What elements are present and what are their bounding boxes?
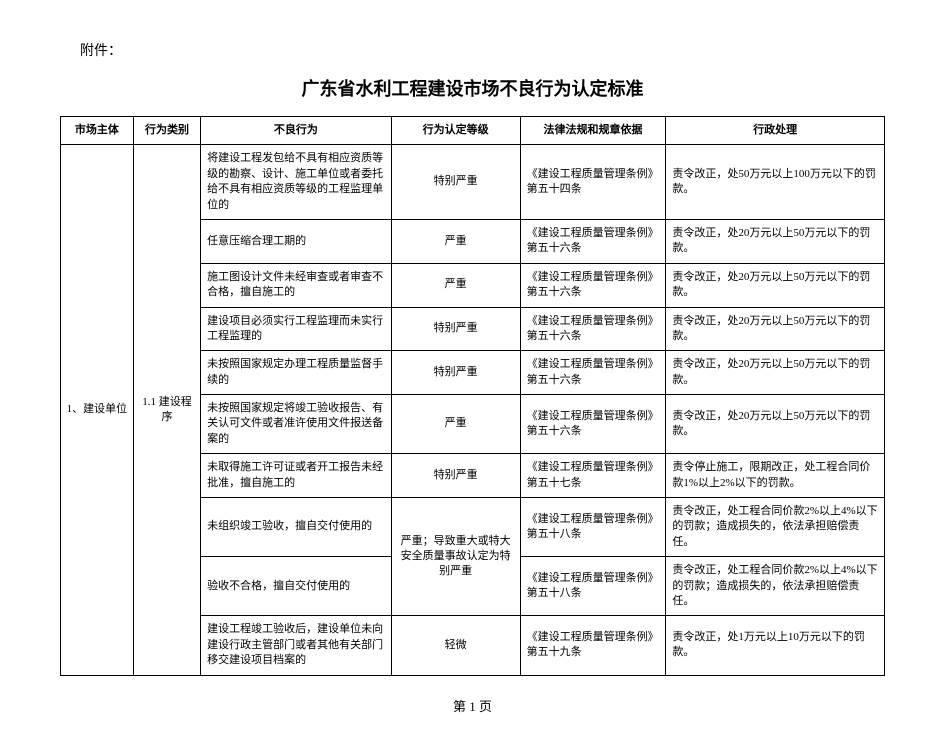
cell-behavior: 未取得施工许可证或者开工报告未经批准，擅自施工的 <box>201 454 392 498</box>
cell-penalty: 责令改正，处工程合同价款2%以上4%以下的罚款；造成损失的，依法承担赔偿责任。 <box>666 498 885 557</box>
cell-level: 特别严重 <box>391 351 520 395</box>
cell-penalty: 责令改正，处20万元以上50万元以下的罚款。 <box>666 263 885 307</box>
cell-behavior: 未按照国家规定将竣工验收报告、有关认可文件或者准许使用文件报送备案的 <box>201 395 392 454</box>
cell-behavior: 未按照国家规定办理工程质量监督手续的 <box>201 351 392 395</box>
cell-behavior: 施工图设计文件未经审查或者审查不合格，擅自施工的 <box>201 263 392 307</box>
header-basis: 法律法规和规章依据 <box>520 117 666 145</box>
cell-level: 特别严重 <box>391 307 520 351</box>
cell-behavior: 将建设工程发包给不具有相应资质等级的勘察、设计、施工单位或者委托给不具有相应资质… <box>201 145 392 220</box>
cell-level: 特别严重 <box>391 454 520 498</box>
cell-basis: 《建设工程质量管理条例》第五十四条 <box>520 145 666 220</box>
cell-behavior: 未组织竣工验收，擅自交付使用的 <box>201 498 392 557</box>
table-body: 1、建设单位 1.1 建设程序 将建设工程发包给不具有相应资质等级的勘察、设计、… <box>61 145 885 675</box>
standards-table: 市场主体 行为类别 不良行为 行为认定等级 法律法规和规章依据 行政处理 1、建… <box>60 116 885 676</box>
cell-basis: 《建设工程质量管理条例》第五十六条 <box>520 307 666 351</box>
cell-level: 特别严重 <box>391 145 520 220</box>
cell-basis: 《建设工程质量管理条例》第五十六条 <box>520 219 666 263</box>
table-header-row: 市场主体 行为类别 不良行为 行为认定等级 法律法规和规章依据 行政处理 <box>61 117 885 145</box>
header-level: 行为认定等级 <box>391 117 520 145</box>
cell-behavior: 建设工程竣工验收后，建设单位未向建设行政主管部门或者其他有关部门移交建设项目档案… <box>201 616 392 675</box>
cell-behavior: 任意压缩合理工期的 <box>201 219 392 263</box>
cell-subject: 1、建设单位 <box>61 145 134 675</box>
cell-basis: 《建设工程质量管理条例》第五十六条 <box>520 395 666 454</box>
cell-basis: 《建设工程质量管理条例》第五十八条 <box>520 498 666 557</box>
cell-basis: 《建设工程质量管理条例》第五十七条 <box>520 454 666 498</box>
cell-level: 严重 <box>391 263 520 307</box>
cell-penalty: 责令改正，处20万元以上50万元以下的罚款。 <box>666 307 885 351</box>
header-behavior: 不良行为 <box>201 117 392 145</box>
page-number: 第 1 页 <box>60 696 885 715</box>
cell-level: 严重 <box>391 395 520 454</box>
cell-category: 1.1 建设程序 <box>133 145 200 675</box>
cell-penalty: 责令停止施工，限期改正，处工程合同价款1%以上2%以下的罚款。 <box>666 454 885 498</box>
cell-level: 轻微 <box>391 616 520 675</box>
cell-basis: 《建设工程质量管理条例》第五十六条 <box>520 263 666 307</box>
table-row: 1、建设单位 1.1 建设程序 将建设工程发包给不具有相应资质等级的勘察、设计、… <box>61 145 885 220</box>
cell-level: 严重 <box>391 219 520 263</box>
cell-penalty: 责令改正，处工程合同价款2%以上4%以下的罚款；造成损失的，依法承担赔偿责任。 <box>666 557 885 616</box>
header-penalty: 行政处理 <box>666 117 885 145</box>
cell-level-merged: 严重；导致重大或特大安全质量事故认定为特别严重 <box>391 498 520 616</box>
cell-penalty: 责令改正，处1万元以上10万元以下的罚款。 <box>666 616 885 675</box>
cell-behavior: 建设项目必须实行工程监理而未实行工程监理的 <box>201 307 392 351</box>
cell-penalty: 责令改正，处20万元以上50万元以下的罚款。 <box>666 219 885 263</box>
cell-behavior: 验收不合格，擅自交付使用的 <box>201 557 392 616</box>
cell-penalty: 责令改正，处20万元以上50万元以下的罚款。 <box>666 351 885 395</box>
header-subject: 市场主体 <box>61 117 134 145</box>
cell-basis: 《建设工程质量管理条例》第五十六条 <box>520 351 666 395</box>
cell-penalty: 责令改正，处50万元以上100万元以下的罚款。 <box>666 145 885 220</box>
cell-basis: 《建设工程质量管理条例》第五十八条 <box>520 557 666 616</box>
document-title: 广东省水利工程建设市场不良行为认定标准 <box>60 75 885 101</box>
cell-basis: 《建设工程质量管理条例》第五十九条 <box>520 616 666 675</box>
attachment-label: 附件： <box>80 40 885 60</box>
cell-penalty: 责令改正，处20万元以上50万元以下的罚款。 <box>666 395 885 454</box>
header-category: 行为类别 <box>133 117 200 145</box>
